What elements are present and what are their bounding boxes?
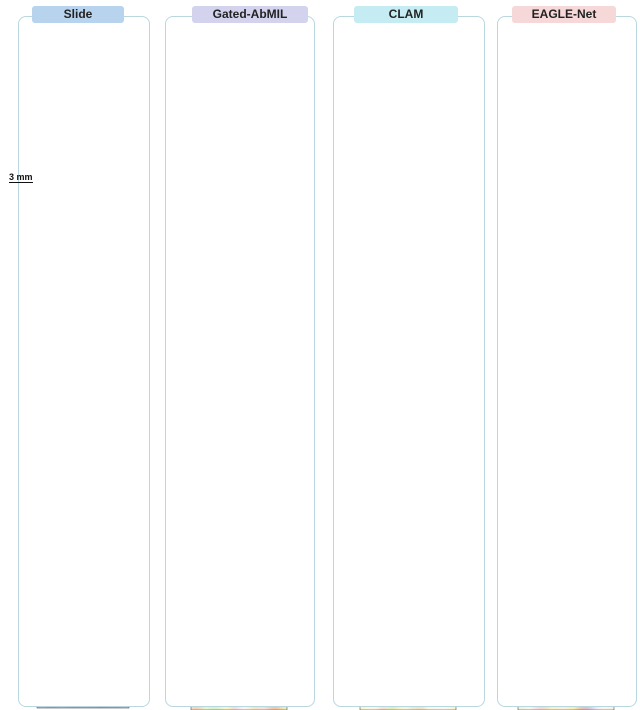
column-panel-2 [333,16,485,707]
scale-bar: 3 mm [9,172,33,183]
column-header-1: Gated-AbMIL [192,6,308,23]
column-header-3: EAGLE-Net [512,6,616,23]
column-panel-0 [18,16,150,707]
column-panel-3 [497,16,637,707]
column-header-0: Slide [32,6,124,23]
column-header-2: CLAM [354,6,458,23]
column-panel-1 [165,16,315,707]
